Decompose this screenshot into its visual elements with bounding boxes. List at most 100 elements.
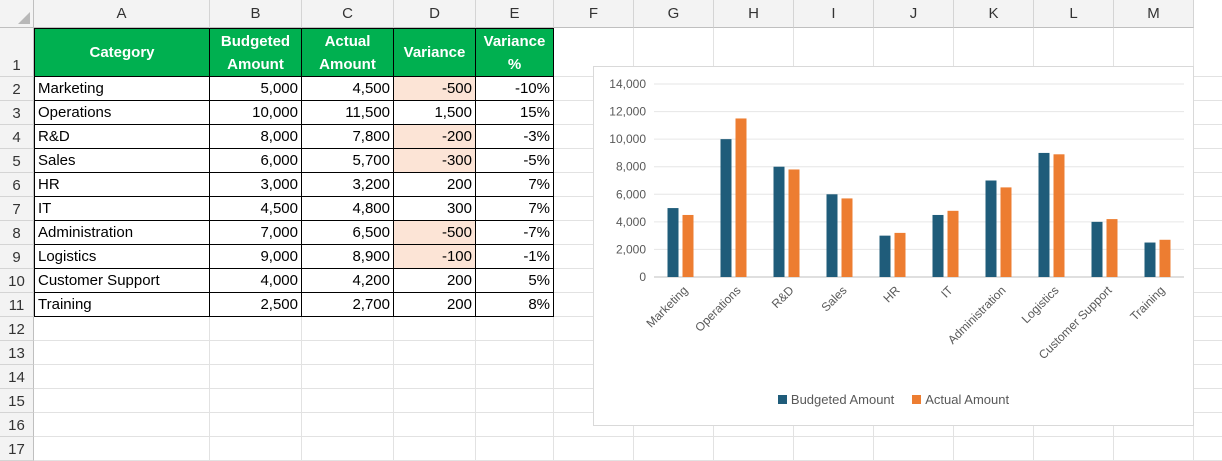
row-header-12[interactable]: 12 xyxy=(0,317,34,341)
table-cell-variance[interactable]: 300 xyxy=(394,197,476,221)
table-cell-actual[interactable]: 8,900 xyxy=(302,245,394,269)
row-header-8[interactable]: 8 xyxy=(0,221,34,245)
table-cell-pct[interactable]: -5% xyxy=(476,149,554,173)
column-header-d[interactable]: D xyxy=(394,0,476,28)
table-cell-variance[interactable]: -200 xyxy=(394,125,476,149)
table-cell-budget[interactable]: 10,000 xyxy=(210,101,302,125)
table-cell-pct[interactable]: -3% xyxy=(476,125,554,149)
column-header-c[interactable]: C xyxy=(302,0,394,28)
table-cell-pct[interactable]: -7% xyxy=(476,221,554,245)
table-cell-pct[interactable]: -10% xyxy=(476,77,554,101)
select-all-corner[interactable] xyxy=(0,0,34,28)
row-header-10[interactable]: 10 xyxy=(0,269,34,293)
x-tick-label: Training xyxy=(1127,283,1167,323)
table-header-cell[interactable]: Budgeted Amount xyxy=(210,28,302,77)
table-cell-variance[interactable]: 200 xyxy=(394,173,476,197)
table-cell-category[interactable]: Marketing xyxy=(34,77,210,101)
table-cell-actual[interactable]: 4,800 xyxy=(302,197,394,221)
column-header-l[interactable]: L xyxy=(1034,0,1114,28)
table-cell-pct[interactable]: 7% xyxy=(476,173,554,197)
table-header-cell[interactable]: Category xyxy=(34,28,210,77)
table-cell-budget[interactable]: 5,000 xyxy=(210,77,302,101)
budget-vs-actual-chart[interactable]: 0 2,000 4,000 6,000 8,000 10,000 12,000 14,000 M… xyxy=(593,66,1194,426)
table-cell-category[interactable]: Operations xyxy=(34,101,210,125)
table-cell-actual[interactable]: 6,500 xyxy=(302,221,394,245)
table-cell-budget[interactable]: 4,500 xyxy=(210,197,302,221)
table-cell-variance[interactable]: 200 xyxy=(394,269,476,293)
table-cell-variance[interactable]: -300 xyxy=(394,149,476,173)
table-cell-actual[interactable]: 3,200 xyxy=(302,173,394,197)
table-cell-budget[interactable]: 8,000 xyxy=(210,125,302,149)
column-header-e[interactable]: E xyxy=(476,0,554,28)
column-header-k[interactable]: K xyxy=(954,0,1034,28)
table-cell-budget[interactable]: 4,000 xyxy=(210,269,302,293)
table-cell-pct[interactable]: 5% xyxy=(476,269,554,293)
table-cell-pct[interactable]: 8% xyxy=(476,293,554,317)
bar-actual xyxy=(788,169,800,277)
row-header-15[interactable]: 15 xyxy=(0,389,34,413)
legend-item-budget: Budgeted Amount xyxy=(777,392,895,407)
column-header-m[interactable]: M xyxy=(1114,0,1194,28)
row-header-14[interactable]: 14 xyxy=(0,365,34,389)
bar-actual xyxy=(1000,187,1012,277)
row-header-3[interactable]: 3 xyxy=(0,101,34,125)
table-header-cell[interactable]: Variance % xyxy=(476,28,554,77)
table-cell-variance[interactable]: -500 xyxy=(394,77,476,101)
table-cell-pct[interactable]: -1% xyxy=(476,245,554,269)
table-cell-category[interactable]: Logistics xyxy=(34,245,210,269)
table-cell-actual[interactable]: 4,200 xyxy=(302,269,394,293)
table-cell-variance[interactable]: 200 xyxy=(394,293,476,317)
table-cell-actual[interactable]: 2,700 xyxy=(302,293,394,317)
row-header-4[interactable]: 4 xyxy=(0,125,34,149)
row-header-1[interactable]: 1 xyxy=(0,28,34,77)
bar-budget xyxy=(826,194,838,277)
row-header-17[interactable]: 17 xyxy=(0,437,34,461)
table-cell-variance[interactable]: -100 xyxy=(394,245,476,269)
table-cell-actual[interactable]: 5,700 xyxy=(302,149,394,173)
x-tick-label: IT xyxy=(938,283,956,301)
column-header-j[interactable]: J xyxy=(874,0,954,28)
bar-budget xyxy=(773,166,785,277)
bar-actual xyxy=(1106,219,1118,277)
table-cell-actual[interactable]: 4,500 xyxy=(302,77,394,101)
table-cell-actual[interactable]: 7,800 xyxy=(302,125,394,149)
table-cell-category[interactable]: HR xyxy=(34,173,210,197)
row-header-16[interactable]: 16 xyxy=(0,413,34,437)
bar-budget xyxy=(667,208,679,277)
table-cell-variance[interactable]: 1,500 xyxy=(394,101,476,125)
legend-label-budget: Budgeted Amount xyxy=(790,392,895,407)
table-cell-budget[interactable]: 3,000 xyxy=(210,173,302,197)
legend-swatch-budget xyxy=(777,395,787,404)
table-cell-budget[interactable]: 2,500 xyxy=(210,293,302,317)
table-header-cell[interactable]: Variance xyxy=(394,28,476,77)
table-cell-category[interactable]: IT xyxy=(34,197,210,221)
column-header-h[interactable]: H xyxy=(714,0,794,28)
table-cell-budget[interactable]: 7,000 xyxy=(210,221,302,245)
column-header-b[interactable]: B xyxy=(210,0,302,28)
row-header-11[interactable]: 11 xyxy=(0,293,34,317)
column-header-i[interactable]: I xyxy=(794,0,874,28)
row-header-9[interactable]: 9 xyxy=(0,245,34,269)
table-cell-actual[interactable]: 11,500 xyxy=(302,101,394,125)
row-header-5[interactable]: 5 xyxy=(0,149,34,173)
table-cell-variance[interactable]: -500 xyxy=(394,221,476,245)
column-header-f[interactable]: F xyxy=(554,0,634,28)
table-cell-budget[interactable]: 6,000 xyxy=(210,149,302,173)
table-cell-pct[interactable]: 7% xyxy=(476,197,554,221)
table-header-cell[interactable]: Actual Amount xyxy=(302,28,394,77)
table-cell-category[interactable]: Sales xyxy=(34,149,210,173)
table-cell-category[interactable]: R&D xyxy=(34,125,210,149)
column-header-a[interactable]: A xyxy=(34,0,210,28)
table-cell-category[interactable]: Training xyxy=(34,293,210,317)
row-header-13[interactable]: 13 xyxy=(0,341,34,365)
row-header-7[interactable]: 7 xyxy=(0,197,34,221)
table-cell-category[interactable]: Customer Support xyxy=(34,269,210,293)
row-header-2[interactable]: 2 xyxy=(0,77,34,101)
bar-budget xyxy=(1091,221,1103,277)
table-cell-budget[interactable]: 9,000 xyxy=(210,245,302,269)
bar-budget xyxy=(879,235,891,277)
table-cell-pct[interactable]: 15% xyxy=(476,101,554,125)
column-header-g[interactable]: G xyxy=(634,0,714,28)
table-cell-category[interactable]: Administration xyxy=(34,221,210,245)
row-header-6[interactable]: 6 xyxy=(0,173,34,197)
